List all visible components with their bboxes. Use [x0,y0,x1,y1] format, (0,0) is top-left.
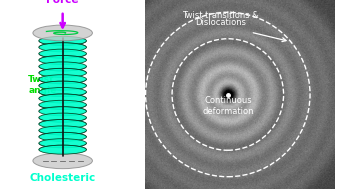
Text: Continuous
deformation: Continuous deformation [202,96,253,115]
Ellipse shape [39,126,86,135]
Ellipse shape [39,132,86,141]
Text: Twist
angle: Twist angle [28,75,56,95]
Ellipse shape [39,139,86,148]
Ellipse shape [39,36,86,45]
Ellipse shape [33,153,92,169]
Ellipse shape [39,68,86,77]
Ellipse shape [39,62,86,71]
Text: Cholesteric: Cholesteric [30,173,96,183]
Text: Dislocations: Dislocations [195,18,246,27]
Ellipse shape [39,145,86,154]
Text: Twist transitions &: Twist transitions & [182,11,259,20]
Ellipse shape [39,119,86,129]
Ellipse shape [39,49,86,58]
Ellipse shape [33,25,92,41]
Ellipse shape [39,94,86,103]
Ellipse shape [39,56,86,65]
Ellipse shape [39,100,86,109]
Text: Force: Force [46,0,79,5]
Ellipse shape [39,43,86,52]
Ellipse shape [39,75,86,84]
Ellipse shape [39,81,86,90]
Ellipse shape [39,107,86,116]
Ellipse shape [39,88,86,97]
Ellipse shape [39,113,86,122]
